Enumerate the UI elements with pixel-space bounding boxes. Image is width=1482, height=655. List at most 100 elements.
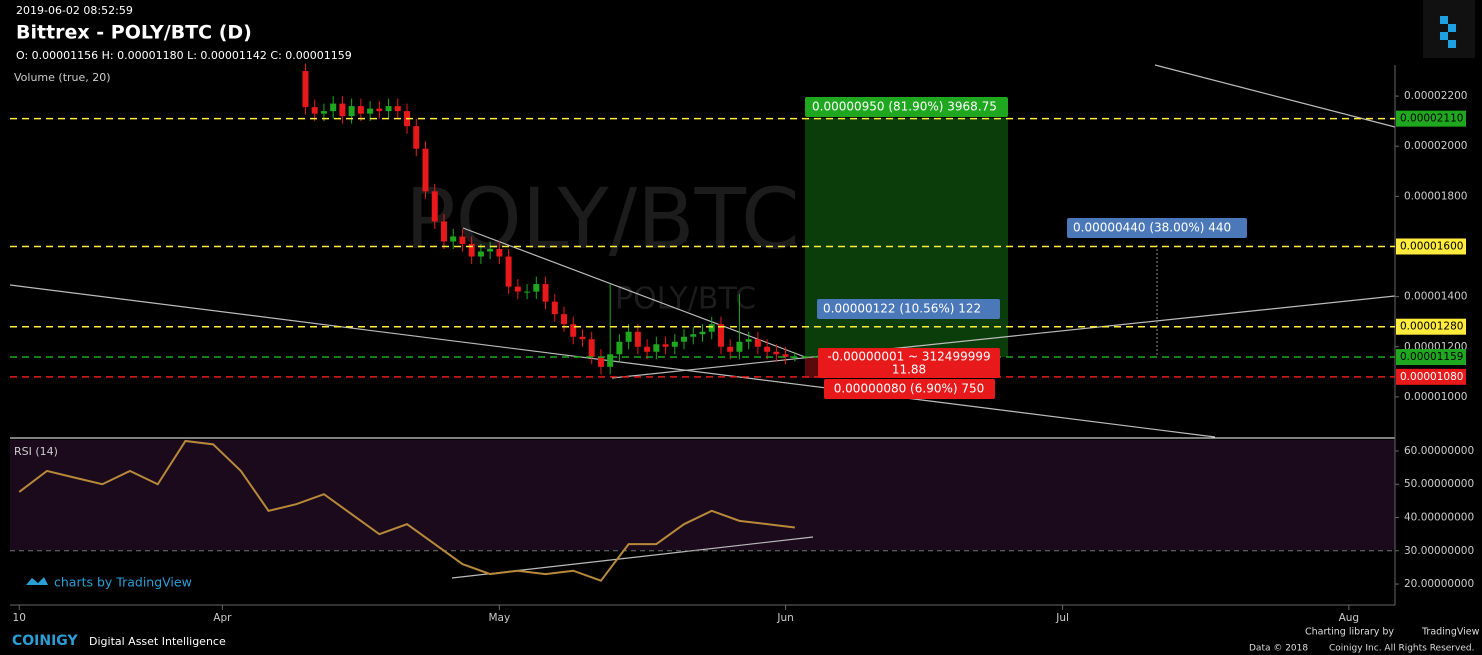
candle-body bbox=[320, 111, 327, 114]
price-level-tag bbox=[1396, 368, 1466, 385]
annotation: 11.88 bbox=[892, 363, 926, 377]
y-tick-label: 0.00001400 bbox=[1404, 291, 1467, 303]
candle-body bbox=[302, 71, 309, 108]
annotation-box bbox=[824, 379, 995, 399]
price-level-label: 0.00001280 bbox=[1400, 321, 1463, 333]
candle-body bbox=[339, 103, 346, 117]
copyright-right: Coinigy Inc. All Rights Reserved. bbox=[1329, 644, 1474, 654]
rsi-label: RSI (14) bbox=[14, 445, 58, 458]
candle-body bbox=[330, 103, 337, 112]
x-tick-label: Aug bbox=[1339, 612, 1360, 624]
candle-body bbox=[597, 356, 604, 367]
library-name[interactable]: TradingView bbox=[1421, 627, 1480, 638]
price-level-tag bbox=[1396, 110, 1466, 127]
annotation: 0.00000440 (38.00%) 440 bbox=[1073, 221, 1231, 235]
annotation: 0.00000080 (6.90%) 750 bbox=[834, 382, 985, 396]
candle-body bbox=[653, 344, 660, 352]
candle-body bbox=[782, 354, 789, 357]
candle-body bbox=[699, 331, 706, 335]
y-tick-label: 0.00002200 bbox=[1404, 90, 1467, 102]
rsi-tick-label: 30.00000000 bbox=[1404, 545, 1474, 557]
candle-body bbox=[708, 324, 715, 332]
candle-body bbox=[662, 344, 669, 347]
candle-body bbox=[440, 221, 447, 242]
watermark-small: POLY/BTC bbox=[615, 282, 756, 317]
candle-body bbox=[773, 351, 780, 355]
candle-body bbox=[671, 341, 678, 347]
candle-body bbox=[394, 106, 401, 112]
candle-body bbox=[579, 336, 586, 340]
price-level-label: 0.00001600 bbox=[1400, 240, 1463, 252]
candle-body bbox=[634, 331, 641, 347]
candle-body bbox=[616, 341, 623, 355]
candle-body bbox=[717, 324, 724, 347]
candle-body bbox=[477, 251, 484, 257]
candle-body bbox=[551, 301, 558, 315]
candle-body bbox=[588, 339, 595, 357]
candle-body bbox=[764, 346, 771, 352]
candle-body bbox=[561, 314, 567, 325]
candle-body bbox=[754, 339, 761, 347]
price-level-tag bbox=[1396, 349, 1466, 366]
rsi-tick-label: 40.00000000 bbox=[1404, 512, 1474, 524]
price-level-tag bbox=[1396, 318, 1466, 335]
candle-body bbox=[376, 108, 383, 112]
target-zone bbox=[805, 118, 1008, 357]
rsi-line bbox=[18, 439, 795, 582]
annotation: 0.00000122 (10.56%) 122 bbox=[823, 302, 981, 316]
candle-body bbox=[367, 108, 374, 114]
price-level-tag bbox=[1396, 238, 1466, 255]
tv-logo bbox=[26, 577, 48, 585]
candle-body bbox=[745, 339, 752, 342]
annotation: -0.00000001 ~ 312499999 bbox=[827, 350, 990, 364]
annotation-box bbox=[805, 97, 1008, 117]
timestamp: 2019-06-02 08:52:59 bbox=[16, 4, 133, 17]
tradingview-credit[interactable]: charts by TradingView bbox=[54, 575, 192, 590]
candle-body bbox=[311, 107, 318, 114]
annotation: 0.00000950 (81.90%) 3968.75 bbox=[812, 100, 997, 114]
candle-body bbox=[625, 331, 632, 342]
candle-body bbox=[505, 256, 512, 287]
y-tick-label: 0.00002000 bbox=[1404, 140, 1467, 152]
candle-body bbox=[570, 324, 577, 337]
logo bbox=[1440, 16, 1456, 48]
x-tick-label: 10 bbox=[13, 612, 26, 624]
candle-body bbox=[385, 106, 392, 112]
y-tick-label: 0.00001800 bbox=[1404, 190, 1467, 202]
candle-body bbox=[422, 148, 429, 192]
candle-body bbox=[348, 106, 355, 117]
candle-body bbox=[468, 243, 475, 257]
x-tick-label: Jun bbox=[776, 612, 793, 624]
x-tick-label: May bbox=[489, 612, 511, 624]
annotation-box bbox=[818, 348, 1000, 378]
y-tick-label: 0.00001000 bbox=[1404, 391, 1467, 403]
candle-body bbox=[727, 346, 734, 352]
brand[interactable]: COINIGY bbox=[12, 633, 78, 649]
candle-body bbox=[514, 286, 521, 292]
volume-label: Volume (true, 20) bbox=[14, 71, 111, 84]
price-level-label: 0.00001080 bbox=[1400, 371, 1463, 383]
candle-body bbox=[690, 334, 697, 337]
candle-body bbox=[533, 284, 540, 292]
rsi-band bbox=[10, 440, 1395, 550]
rsi-tick-label: 20.00000000 bbox=[1404, 578, 1474, 590]
library-credit: Charting library by bbox=[1305, 627, 1394, 638]
annotation-box bbox=[817, 299, 1000, 319]
candle-body bbox=[450, 236, 457, 242]
chart-title: Bittrex - POLY/BTC (D) bbox=[16, 22, 252, 44]
copyright-left: Data © 2018 bbox=[1249, 644, 1308, 654]
candle-body bbox=[644, 346, 651, 352]
x-tick-label: Apr bbox=[213, 612, 232, 624]
candle-body bbox=[431, 191, 438, 222]
candle-body bbox=[496, 248, 503, 257]
candle-body bbox=[413, 126, 420, 149]
annotation-box bbox=[1067, 218, 1247, 238]
rsi-tick-label: 60.00000000 bbox=[1404, 445, 1474, 457]
price-level-label: 0.00002110 bbox=[1400, 113, 1463, 125]
ohlc: O: 0.00001156 H: 0.00001180 L: 0.0000114… bbox=[16, 49, 352, 62]
candle-body bbox=[357, 106, 364, 114]
candle-body bbox=[607, 354, 614, 367]
candle-body bbox=[524, 291, 531, 293]
